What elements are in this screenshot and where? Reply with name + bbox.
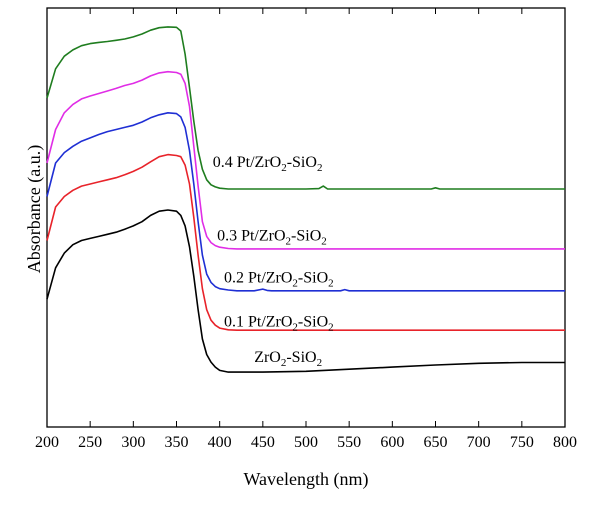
x-tick-label-9: 650 — [424, 434, 448, 451]
series-line-1 — [46, 153, 565, 332]
series-label-0: ZrO2-SiO2 — [254, 349, 322, 369]
series-layer: ZrO2-SiO2 0.1 Pt/ZrO2-SiO2 0.2 Pt/ZrO2-SiO… — [46, 26, 565, 373]
x-tick-label-5: 450 — [251, 434, 275, 451]
axes-layer: 200 250 300 350 400 450 500 550 600 650 700 750 800 — [35, 8, 577, 451]
series-line-3 — [46, 70, 565, 250]
series-line-2 — [46, 112, 565, 292]
x-tick-label-6: 500 — [294, 434, 318, 451]
x-tick-label-0: 200 — [35, 434, 59, 451]
x-tick-label-8: 600 — [380, 434, 404, 451]
x-tick-label-3: 350 — [165, 434, 189, 451]
x-tick-label-7: 550 — [337, 434, 361, 451]
x-tick-label-10: 700 — [467, 434, 491, 451]
y-axis-title: Absorbance (a.u.) — [24, 145, 45, 273]
series-line-0 — [46, 209, 565, 373]
x-axis-title: Wavelength (nm) — [243, 469, 368, 490]
series-line-4 — [46, 26, 565, 190]
x-tick-label-4: 400 — [208, 434, 232, 451]
series-label-3: 0.3 Pt/ZrO2-SiO2 — [217, 228, 327, 248]
x-tick-label-2: 300 — [121, 434, 145, 451]
x-tick-label-12: 800 — [553, 434, 577, 451]
x-tick-label-1: 250 — [78, 434, 102, 451]
series-label-2: 0.2 Pt/ZrO2-SiO2 — [224, 269, 334, 289]
series-label-4: 0.4 Pt/ZrO2-SiO2 — [213, 154, 323, 174]
series-label-1: 0.1 Pt/ZrO2-SiO2 — [224, 313, 334, 333]
x-tick-label-11: 750 — [510, 434, 534, 451]
